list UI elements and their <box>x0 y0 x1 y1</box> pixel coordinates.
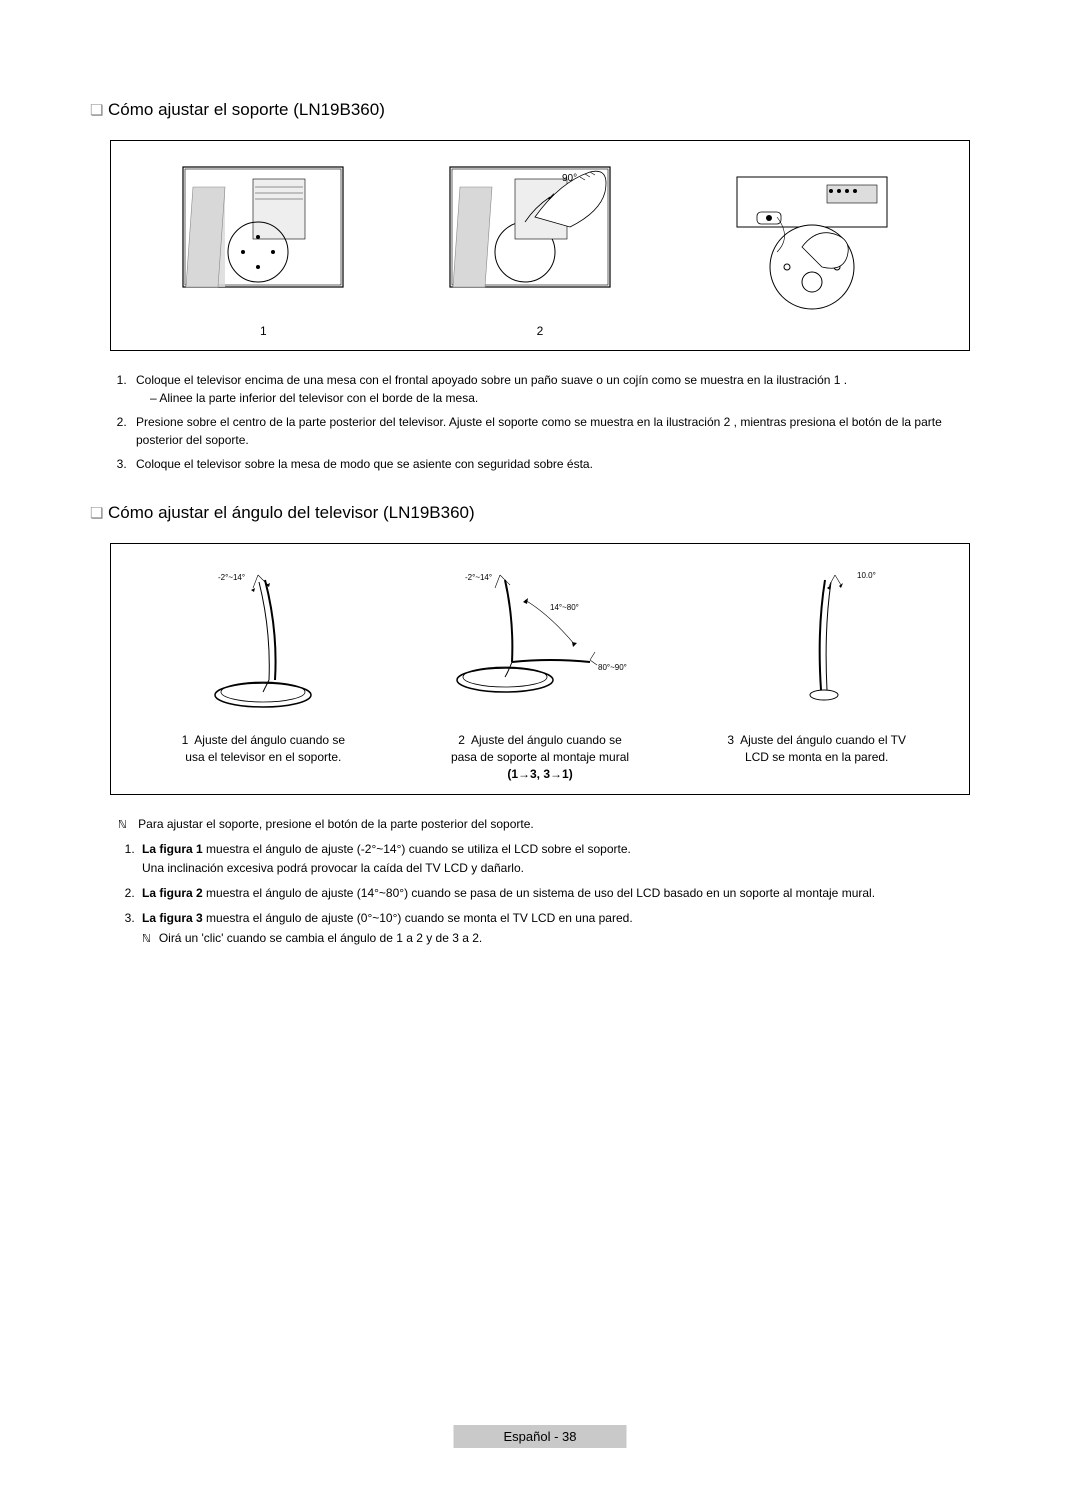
svg-text:14°~80°: 14°~80° <box>550 603 579 612</box>
section2-figure-box: -2°~14° 1 Ajuste del ángulo cuando se us… <box>110 543 970 795</box>
section2-figure-1: -2°~14° 1 Ajuste del ángulo cuando se us… <box>135 560 392 782</box>
section1-instructions: Coloque el televisor encima de una mesa … <box>110 371 970 473</box>
svg-text:-2°~14°: -2°~14° <box>465 573 492 582</box>
footer-page-number: Español - 38 <box>454 1425 627 1448</box>
svg-text:10.0°: 10.0° <box>857 571 876 580</box>
section1-figure-detail <box>688 157 945 338</box>
section2-title: Cómo ajustar el ángulo del televisor (LN… <box>90 503 990 523</box>
note-item: La figura 2 muestra el ángulo de ajuste … <box>138 884 970 903</box>
page-footer: Español - 38 <box>454 1425 627 1448</box>
angle-diagram-2: -2°~14° 14°~80° 80°~90° <box>430 560 650 720</box>
figure-label-1: 1 <box>260 324 267 338</box>
angle-diagram-1: -2°~14° <box>163 560 363 720</box>
section2-notes: La figura 1 muestra el ángulo de ajuste … <box>118 840 970 948</box>
figure-label-2: 2 <box>537 324 544 338</box>
section1-figure-box: 1 90° 2 <box>110 140 970 351</box>
tv-stand-diagram-1 <box>163 157 363 312</box>
note-item: La figura 3 muestra el ángulo de ajuste … <box>138 909 970 948</box>
section2-note-intro: Para ajustar el soporte, presione el bot… <box>118 815 970 834</box>
angle-diagram-3: 10.0° <box>717 560 917 720</box>
tv-stand-diagram-2: 90° <box>440 157 640 312</box>
instruction-item: Coloque el televisor encima de una mesa … <box>130 371 970 407</box>
svg-text:80°~90°: 80°~90° <box>598 663 627 672</box>
instruction-item: Presione sobre el centro de la parte pos… <box>130 413 970 449</box>
angle-label: -2°~14° <box>218 573 245 582</box>
note-item: La figura 1 muestra el ángulo de ajuste … <box>138 840 970 878</box>
figure-caption: 1 Ajuste del ángulo cuando se usa el tel… <box>182 732 345 766</box>
tv-detail-diagram <box>717 157 917 312</box>
figure-caption: 2 Ajuste del ángulo cuando se pasa de so… <box>451 732 629 782</box>
instruction-item: Coloque el televisor sobre la mesa de mo… <box>130 455 970 473</box>
section1-figure-1: 1 <box>135 157 392 338</box>
section2-figure-2: -2°~14° 14°~80° 80°~90° 2 Ajuste del áng… <box>412 560 669 782</box>
figure-caption: 3 Ajuste del ángulo cuando el TV LCD se … <box>727 732 906 766</box>
section2-figure-3: 10.0° 3 Ajuste del ángulo cuando el TV L… <box>688 560 945 782</box>
section1-title: Cómo ajustar el soporte (LN19B360) <box>90 100 990 120</box>
section1-figure-2: 90° 2 <box>412 157 669 338</box>
